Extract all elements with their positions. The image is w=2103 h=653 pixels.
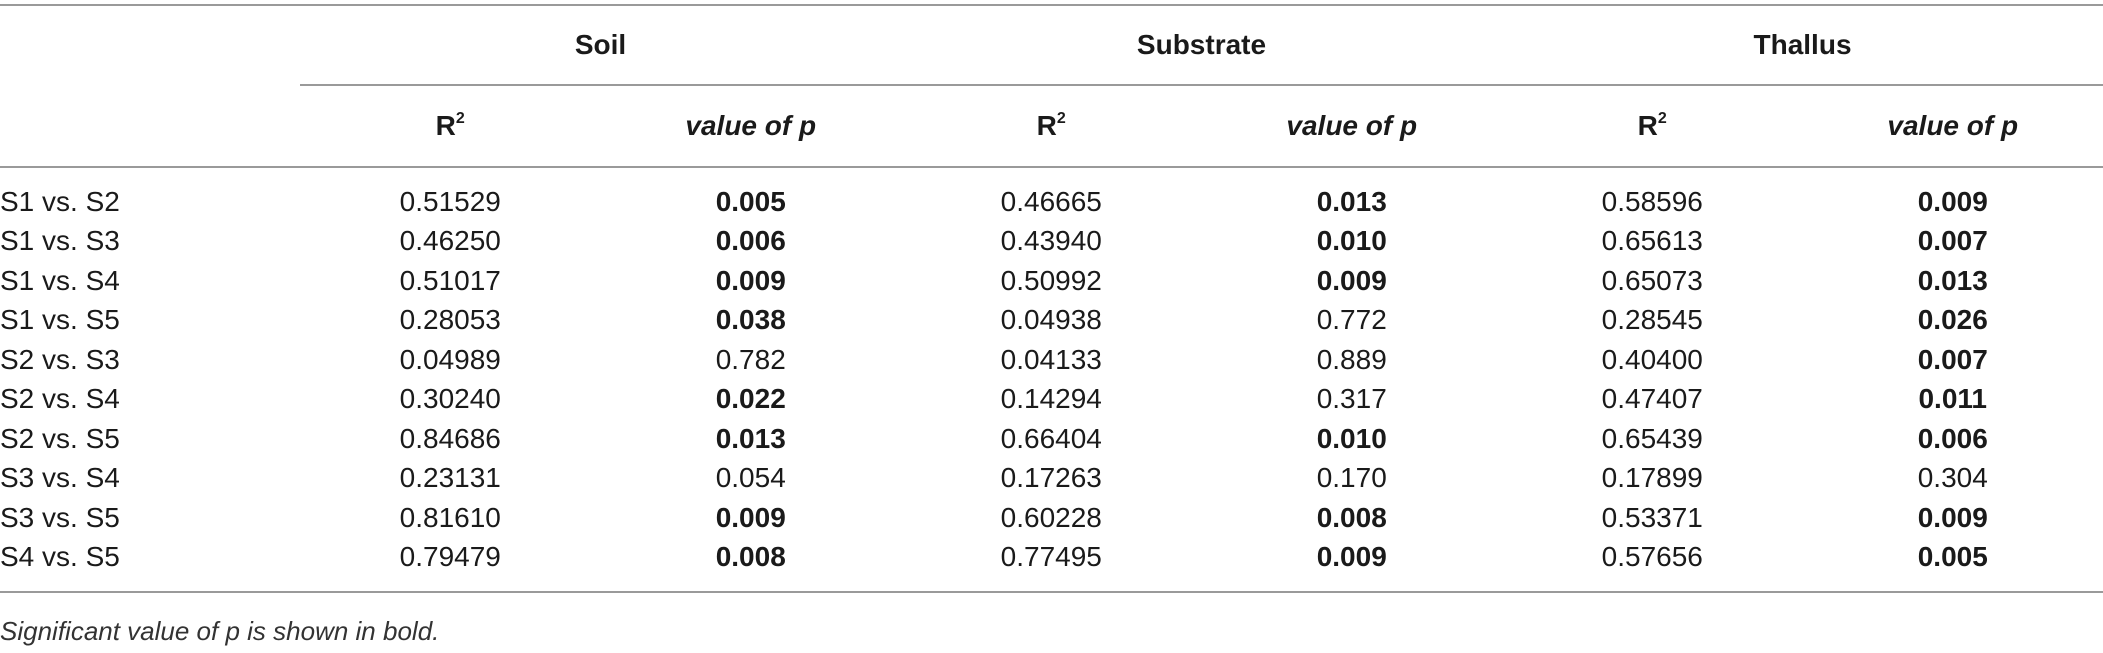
r2-value-cell: 0.65439	[1601, 422, 1703, 454]
group-header-substrate: Substrate	[901, 5, 1502, 86]
p-value-cell: 0.010	[1316, 422, 1387, 454]
p-value-cell: 0.026	[1917, 304, 1988, 336]
table-row: S2 vs. S3 0.04989 0.782 0.04133 0.889 0.40400…	[0, 340, 2103, 380]
p-value-cell: 0.889	[1316, 343, 1387, 375]
r2-value-cell: 0.58596	[1601, 185, 1703, 217]
p-value-cell: 0.007	[1917, 225, 1988, 257]
r2-value-cell: 0.23131	[399, 462, 501, 494]
r2-value-cell: 0.65613	[1601, 225, 1703, 257]
row-label: S1 vs. S4	[0, 264, 120, 296]
column-header-r2: R2	[901, 85, 1202, 168]
r2-value-cell: 0.51017	[399, 264, 501, 296]
r2-value-cell: 0.77495	[901, 537, 1202, 593]
r2-value-cell: 0.81610	[399, 501, 501, 533]
row-label: S1 vs. S2	[0, 185, 120, 217]
p-value-cell: 0.170	[1316, 462, 1387, 494]
r2-value-cell: 0.17263	[1000, 462, 1102, 494]
table-row: S1 vs. S3 0.46250 0.006 0.43940 0.010 0.65613…	[0, 222, 2103, 262]
p-value-cell: 0.054	[715, 462, 786, 494]
row-label: S4 vs. S5	[0, 537, 300, 593]
row-label: S3 vs. S4	[0, 462, 120, 494]
p-value-cell: 0.013	[715, 422, 786, 454]
p-value-cell: 0.006	[715, 225, 786, 257]
p-value-cell: 0.005	[715, 185, 786, 217]
table-row: S3 vs. S4 0.23131 0.054 0.17263 0.170 0.17899…	[0, 459, 2103, 499]
p-value-cell: 0.006	[1917, 422, 1988, 454]
r2-value-cell: 0.14294	[1000, 383, 1102, 415]
column-header-p-value: value of p	[1802, 85, 2103, 168]
r2-value-cell: 0.66404	[1000, 422, 1102, 454]
p-value-cell: 0.009	[1917, 185, 1988, 217]
p-value-cell: 0.009	[1201, 537, 1502, 593]
p-value-cell: 0.008	[600, 537, 901, 593]
table-row: S1 vs. S5 0.28053 0.038 0.04938 0.772 0.28545…	[0, 301, 2103, 341]
p-value-cell: 0.022	[715, 383, 786, 415]
p-value-cell: 0.772	[1316, 304, 1387, 336]
table-footnote: Significant value of p is shown in bold.	[0, 616, 440, 646]
r2-value-cell: 0.28545	[1601, 304, 1703, 336]
group-header-soil: Soil	[300, 5, 901, 86]
table-row: S1 vs. S4 0.51017 0.009 0.50992 0.009 0.65073…	[0, 261, 2103, 301]
p-value-cell: 0.317	[1316, 383, 1387, 415]
group-header-thallus: Thallus	[1502, 5, 2103, 86]
r2-value-cell: 0.04989	[399, 343, 501, 375]
p-value-cell: 0.013	[1316, 185, 1387, 217]
table-row: S3 vs. S5 0.81610 0.009 0.60228 0.008 0.53371…	[0, 498, 2103, 538]
p-value-cell: 0.005	[1802, 537, 2103, 593]
p-value-cell: 0.782	[715, 343, 786, 375]
group-header-row: Soil Substrate Thallus	[0, 5, 2103, 86]
row-label: S2 vs. S5	[0, 422, 120, 454]
table-row: S4 vs. S5 0.79479 0.008 0.77495 0.009 0.57656…	[0, 537, 2103, 593]
column-header-p-value: value of p	[1201, 85, 1502, 168]
r2-value-cell: 0.17899	[1601, 462, 1703, 494]
p-value-cell: 0.009	[1917, 501, 1988, 533]
r2-value-cell: 0.46665	[1000, 185, 1102, 217]
p-value-cell: 0.038	[715, 304, 786, 336]
r2-value-cell: 0.60228	[1000, 501, 1102, 533]
p-value-cell: 0.304	[1917, 462, 1988, 494]
p-value-cell: 0.011	[1918, 383, 1988, 415]
r2-value-cell: 0.40400	[1601, 343, 1703, 375]
r2-value-cell: 0.50992	[1000, 264, 1102, 296]
p-value-cell: 0.007	[1917, 343, 1988, 375]
p-value-cell: 0.009	[715, 264, 786, 296]
row-label: S2 vs. S4	[0, 383, 120, 415]
table-body: S1 vs. S2 0.51529 0.005 0.46665 0.013 0.58596…	[0, 167, 2103, 593]
empty-label-header	[0, 85, 300, 168]
r2-value-cell: 0.57656	[1502, 537, 1803, 593]
r2-value-cell: 0.28053	[399, 304, 501, 336]
r2-value-cell: 0.79479	[300, 537, 601, 593]
row-label: S3 vs. S5	[0, 501, 120, 533]
row-label: S1 vs. S5	[0, 304, 120, 336]
table-row: S2 vs. S4 0.30240 0.022 0.14294 0.317 0.47407…	[0, 380, 2103, 420]
column-header-p-value: value of p	[600, 85, 901, 168]
r2-value-cell: 0.47407	[1601, 383, 1703, 415]
p-value-cell: 0.009	[1316, 264, 1387, 296]
r2-value-cell: 0.04133	[1000, 343, 1102, 375]
r2-value-cell: 0.65073	[1601, 264, 1703, 296]
r2-value-cell: 0.53371	[1601, 501, 1703, 533]
sub-header-row: R2 value of p R2 value of p R2 value of …	[0, 85, 2103, 168]
r2-value-cell: 0.43940	[1000, 225, 1102, 257]
table-row: S2 vs. S5 0.84686 0.013 0.66404 0.010 0.65439…	[0, 419, 2103, 459]
pairwise-comparison-table: Soil Substrate Thallus R2 value of p R2 …	[0, 4, 2103, 593]
p-value-cell: 0.009	[715, 501, 786, 533]
empty-corner-cell	[0, 5, 300, 85]
column-header-r2: R2	[1502, 85, 1803, 168]
r2-value-cell: 0.30240	[399, 383, 501, 415]
r2-value-cell: 0.46250	[399, 225, 501, 257]
p-value-cell: 0.013	[1917, 264, 1988, 296]
row-label: S1 vs. S3	[0, 225, 120, 257]
r2-value-cell: 0.51529	[399, 185, 501, 217]
r2-value-cell: 0.04938	[1000, 304, 1102, 336]
p-value-cell: 0.008	[1316, 501, 1387, 533]
p-value-cell: 0.010	[1316, 225, 1387, 257]
row-label: S2 vs. S3	[0, 343, 120, 375]
column-header-r2: R2	[300, 85, 601, 168]
table-row: S1 vs. S2 0.51529 0.005 0.46665 0.013 0.58596…	[0, 167, 2103, 222]
r2-value-cell: 0.84686	[399, 422, 501, 454]
